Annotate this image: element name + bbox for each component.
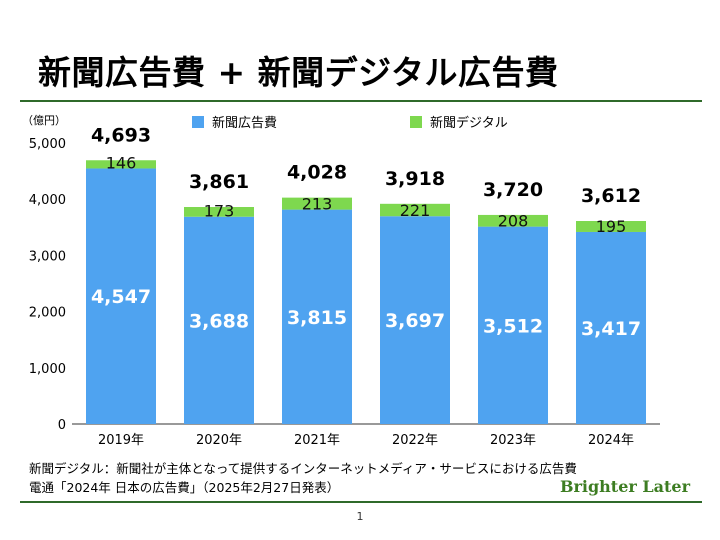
bar-newspaper-3 [380, 216, 450, 424]
bar-digital-1 [184, 207, 254, 217]
data-label-newspaper-3: 3,697 [385, 310, 445, 332]
legend-swatch-1 [410, 116, 422, 128]
x-tick-label-3: 2022年 [392, 433, 438, 448]
y-tick-label-1: 1,000 [29, 362, 66, 377]
data-label-digital-2: 213 [302, 195, 333, 214]
bar-newspaper-2 [282, 209, 352, 424]
y-tick-label-4: 4,000 [29, 193, 66, 208]
data-label-total-3: 3,918 [385, 168, 445, 190]
page-title: 新聞広告費 + 新聞デジタル広告費 [38, 53, 559, 92]
x-tick-label-4: 2023年 [490, 433, 536, 448]
data-label-newspaper-1: 3,688 [189, 310, 249, 332]
stacked-bar-chart: （億円） 0 1,000 2,000 3,000 4,000 5,000 新聞広告費 新聞デジタ… [22, 114, 660, 448]
data-label-total-0: 4,693 [91, 124, 151, 146]
data-label-total-2: 4,028 [287, 162, 347, 184]
x-tick-label-2: 2021年 [294, 433, 340, 448]
data-label-newspaper-4: 3,512 [483, 315, 543, 337]
data-label-total-4: 3,720 [483, 179, 543, 201]
footnote-source: 電通「2024年 日本の広告費」（2025年2月27日発表） [29, 480, 340, 495]
x-tick-label-0: 2019年 [98, 433, 144, 448]
x-tick-label-5: 2024年 [588, 433, 634, 448]
bar-newspaper-0 [86, 168, 156, 424]
y-tick-label-0: 0 [58, 418, 66, 433]
data-label-newspaper-0: 4,547 [91, 286, 151, 308]
data-label-digital-0: 146 [106, 153, 137, 172]
footnote-definition: 新聞デジタル：新聞社が主体となって提供するインターネットメディア・サービスにおけ… [29, 461, 577, 476]
data-label-newspaper-5: 3,417 [581, 318, 641, 340]
legend-swatch-0 [192, 116, 204, 128]
y-tick-label-3: 3,000 [29, 249, 66, 264]
bar-digital-2 [282, 197, 352, 210]
y-tick-label-5: 5,000 [29, 137, 66, 152]
bar-digital-5 [576, 221, 646, 232]
legend-label-0: 新聞広告費 [212, 115, 277, 131]
page-number: 1 [356, 510, 364, 523]
footer-divider [20, 501, 702, 503]
bar-newspaper-5 [576, 231, 646, 424]
data-label-digital-4: 208 [498, 212, 529, 231]
data-label-total-1: 3,861 [189, 171, 249, 193]
brand-logo: Brighter Later [559, 477, 690, 496]
data-label-total-5: 3,612 [581, 185, 641, 207]
bar-digital-0 [86, 160, 156, 169]
bar-digital-3 [380, 203, 450, 217]
bar-digital-4 [478, 214, 548, 227]
legend-label-1: 新聞デジタル [430, 115, 508, 131]
data-label-digital-1: 173 [204, 202, 235, 221]
bar-newspaper-1 [184, 216, 254, 424]
data-label-digital-3: 221 [400, 201, 431, 220]
y-tick-label-2: 2,000 [29, 306, 66, 321]
title-divider [20, 100, 702, 102]
y-axis-unit: （億円） [22, 114, 66, 127]
bar-newspaper-4 [478, 226, 548, 424]
data-label-newspaper-2: 3,815 [287, 307, 347, 329]
data-label-digital-5: 195 [596, 217, 627, 236]
x-tick-label-1: 2020年 [196, 433, 242, 448]
